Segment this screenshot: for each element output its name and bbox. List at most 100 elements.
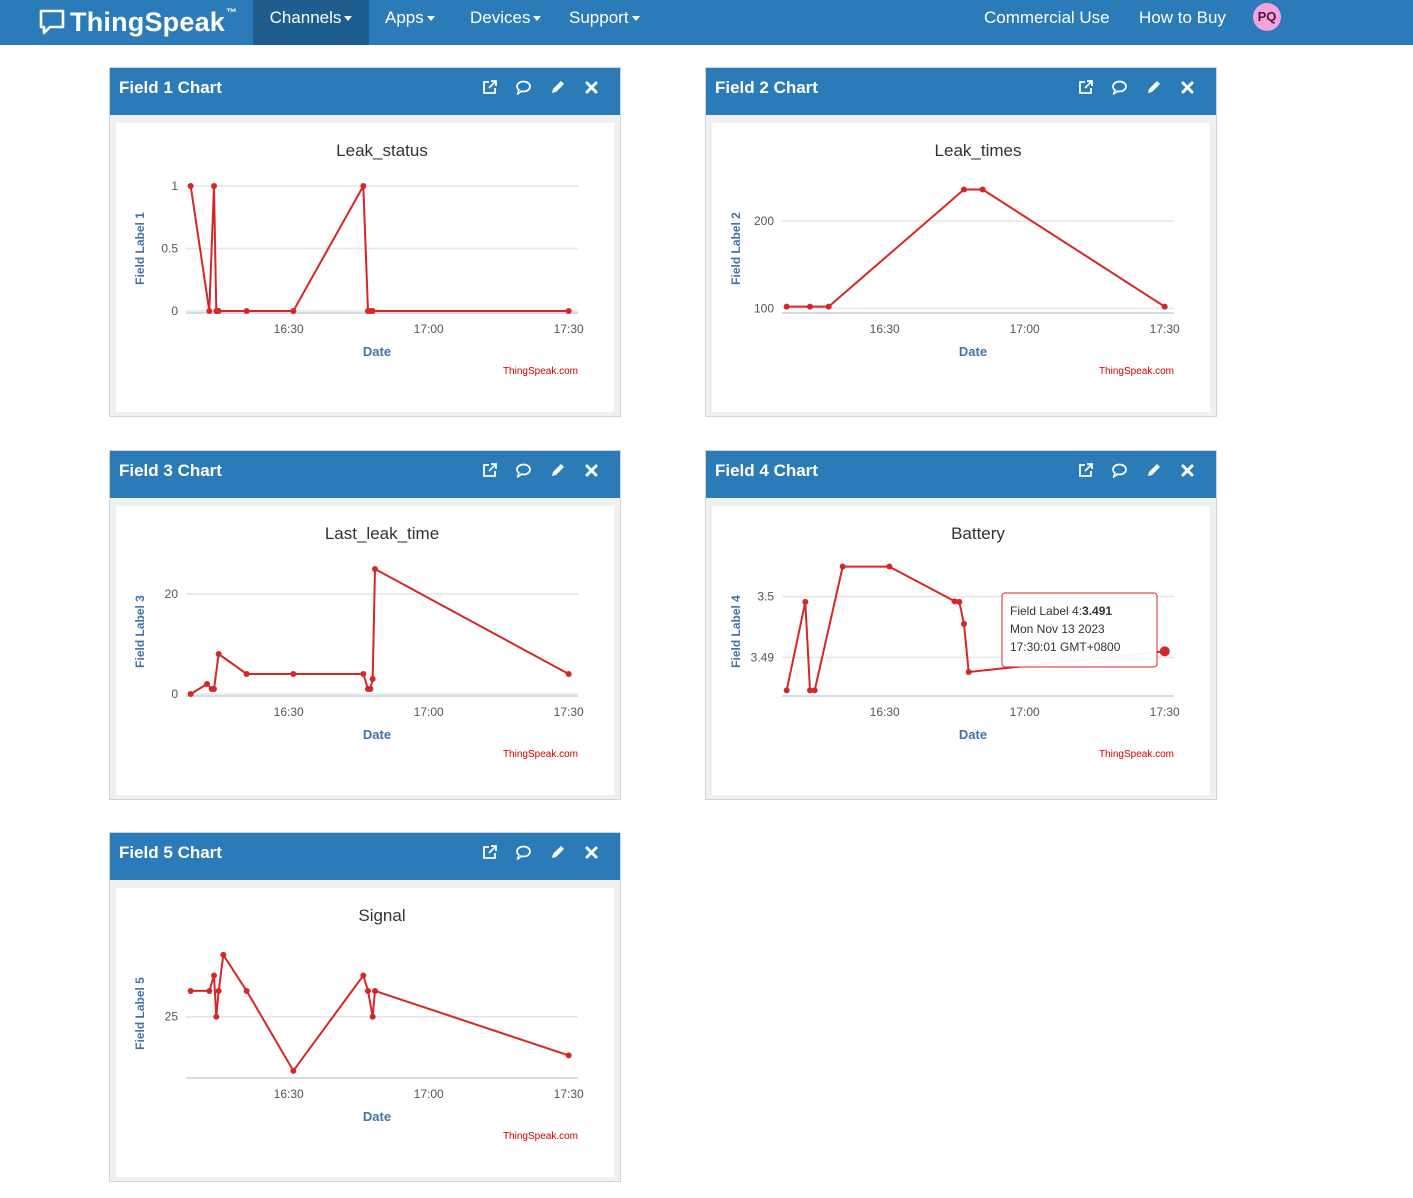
data-point[interactable] [961,186,967,193]
data-point[interactable] [211,183,217,189]
data-point[interactable] [825,303,832,310]
data-point[interactable] [951,598,958,605]
data-point[interactable] [206,987,213,994]
x-axis-title: Date [363,1109,391,1124]
pencil-icon[interactable] [549,79,566,96]
external-link-icon[interactable] [481,462,498,479]
nav-commercial-use[interactable]: Commercial Use [984,0,1110,45]
tooltip-box [1001,592,1158,668]
speech-bubble-logo-icon [39,9,65,35]
nav-support-label: Support [569,8,629,27]
close-icon[interactable] [583,79,600,96]
comment-icon[interactable] [1111,462,1128,479]
hovered-data-point[interactable] [1159,646,1170,657]
data-point[interactable] [367,686,374,692]
data-point[interactable] [372,987,378,994]
pencil-icon[interactable] [1145,462,1162,479]
chart-credits-link[interactable]: ThingSpeak.com [1099,366,1174,377]
nav-commercial-use-label: Commercial Use [984,8,1110,27]
pencil-icon[interactable] [549,462,566,479]
comment-icon[interactable] [1111,79,1128,96]
data-point[interactable] [811,687,818,694]
x-tick-label: 17:30 [1150,705,1180,719]
chart-panel-field-1: Field 1 Chart Leak_status 0 0.5 1 16:30 17:0 [109,67,621,417]
chart-credits-link[interactable]: ThingSpeak.com [503,366,578,377]
external-link-icon[interactable] [481,844,498,861]
nav-how-to-buy[interactable]: How to Buy [1139,0,1226,45]
data-point[interactable] [807,687,813,694]
data-point[interactable] [965,669,972,676]
data-point[interactable] [979,186,986,193]
external-link-icon[interactable] [1077,79,1094,96]
chart-credits-link[interactable]: ThingSpeak.com [503,1131,578,1142]
data-point[interactable] [783,687,790,694]
data-point[interactable] [213,1013,220,1020]
pencil-icon[interactable] [1145,79,1162,96]
comment-icon[interactable] [515,79,532,96]
close-icon[interactable] [583,844,600,861]
data-point[interactable] [369,676,376,682]
external-link-icon[interactable] [481,79,498,96]
pencil-icon[interactable] [549,844,566,861]
brand-logo[interactable]: ThingSpeak ™ [38,2,237,42]
chart-credits-link[interactable]: ThingSpeak.com [503,749,578,760]
data-point[interactable] [802,598,809,605]
data-point[interactable] [187,691,194,697]
data-point[interactable] [565,1052,572,1059]
data-point[interactable] [565,308,572,314]
nav-support[interactable]: Support [569,0,640,45]
x-axis-title: Date [363,727,391,742]
nav-channels[interactable]: Channels [253,0,369,45]
data-point[interactable] [204,681,210,687]
data-point[interactable] [956,598,963,605]
data-point[interactable] [372,566,378,572]
data-point[interactable] [360,183,367,189]
y-axis-title: Field Label 1 [133,212,147,285]
data-point[interactable] [886,563,893,570]
data-point[interactable] [215,651,222,657]
data-point[interactable] [211,972,217,979]
data-point[interactable] [839,563,846,570]
data-point[interactable] [1161,303,1168,310]
data-point[interactable] [369,308,376,314]
line-chart: Battery 3.49 3.5 16:30 17:00 17:30 Date Field L… [729,524,1180,760]
data-point[interactable] [211,686,217,692]
data-point[interactable] [290,671,297,677]
data-point[interactable] [215,987,222,994]
data-point[interactable] [365,987,371,994]
chevron-down-icon [631,16,640,22]
comment-icon[interactable] [515,462,532,479]
data-point[interactable] [369,1013,376,1020]
chart-credits-link[interactable]: ThingSpeak.com [1099,749,1174,760]
y-tick-label: 3.49 [751,650,775,664]
data-point[interactable] [807,303,813,310]
data-point[interactable] [360,972,367,979]
data-point[interactable] [220,951,227,958]
data-point[interactable] [565,671,572,677]
data-point[interactable] [243,987,250,994]
x-tick-label: 17:30 [554,1087,584,1101]
close-icon[interactable] [1179,79,1196,96]
comment-icon[interactable] [515,844,532,861]
user-avatar[interactable]: PQ [1253,3,1281,31]
data-point[interactable] [783,303,790,310]
panel-heading: Field 2 Chart [706,68,1216,115]
close-icon[interactable] [583,462,600,479]
data-point[interactable] [243,671,250,677]
y-tick-label: 1 [171,179,178,193]
data-point[interactable] [187,183,194,189]
panel-heading: Field 4 Chart [706,451,1216,498]
close-icon[interactable] [1179,462,1196,479]
data-point[interactable] [206,308,213,314]
data-point[interactable] [243,308,250,314]
external-link-icon[interactable] [1077,462,1094,479]
x-tick-label: 16:30 [274,705,304,719]
nav-apps[interactable]: Apps [385,0,435,45]
data-point[interactable] [187,987,194,994]
data-point[interactable] [290,308,297,314]
data-point[interactable] [961,620,967,627]
data-point[interactable] [360,671,367,677]
data-point[interactable] [290,1067,297,1074]
data-point[interactable] [215,308,222,314]
nav-devices[interactable]: Devices [470,0,542,45]
